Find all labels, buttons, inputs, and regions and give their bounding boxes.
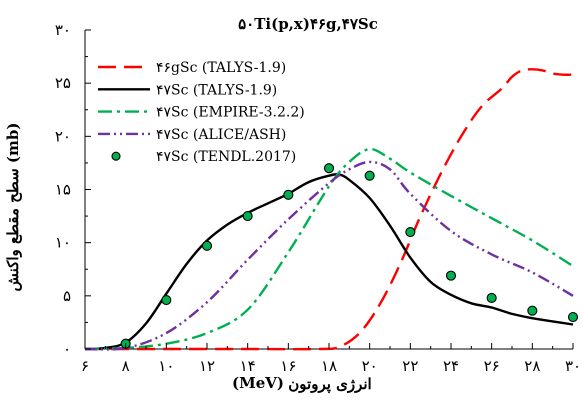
y-tick-label: ۳۰ bbox=[55, 21, 71, 39]
y-tick-label: ۱۵ bbox=[55, 181, 71, 199]
series-4-line bbox=[84, 160, 574, 351]
chart-title: ۵۰Ti(p,x)۴۶g,۴۷Sc bbox=[238, 15, 378, 33]
x-tick-label: ۲۶ bbox=[484, 357, 500, 375]
y-tick-label: ۱۰ bbox=[55, 234, 71, 252]
series-5-point bbox=[161, 295, 172, 306]
x-tick-label: ۲۴ bbox=[443, 357, 459, 375]
series-2-line bbox=[84, 173, 574, 351]
series-5-point bbox=[364, 170, 375, 181]
x-tick-label: ۸ bbox=[122, 357, 130, 375]
legend-swatch-5 bbox=[111, 151, 121, 161]
x-tick-label: ۶ bbox=[81, 357, 89, 375]
series-5-point bbox=[567, 312, 579, 323]
x-tick-label: ۲۸ bbox=[524, 357, 540, 375]
legend-label-4: ۴۷Sc (ALICE/ASH) bbox=[156, 127, 286, 143]
series-1-line bbox=[85, 68, 574, 351]
x-tick-label: ۲۲ bbox=[402, 357, 418, 375]
legend-label-3: ۴۷Sc (EMPIRE-3.2.2) bbox=[156, 105, 305, 121]
series-5-point bbox=[201, 240, 213, 251]
series-5-point bbox=[486, 292, 497, 304]
x-axis-title-persian: انرژی پروتون bbox=[288, 375, 371, 394]
legend-label-2: ۴۷Sc (TALYS-1.9) bbox=[156, 82, 277, 98]
series-5-point bbox=[323, 163, 335, 174]
legend-label-5: ۴۷Sc (TENDL.2017) bbox=[156, 149, 296, 165]
x-tick-label: ۱۰ bbox=[158, 357, 174, 375]
y-tick-label: ۲۵ bbox=[55, 74, 71, 92]
series-5-point bbox=[283, 189, 294, 200]
y-tick-label: ۵ bbox=[63, 287, 71, 305]
x-tick-label: ۱۴ bbox=[240, 357, 256, 375]
x-axis-title-unit: (MeV) bbox=[232, 374, 284, 392]
x-tick-label: ۱۲ bbox=[199, 357, 215, 375]
x-tick-label: ۱۸ bbox=[321, 357, 337, 375]
series-5-point bbox=[405, 226, 416, 238]
x-tick-label: ۲۰ bbox=[362, 357, 378, 375]
series-5-point bbox=[242, 211, 253, 222]
y-axis-title: سطح مقطع واکنش (mb) bbox=[4, 123, 22, 292]
series-5-point bbox=[527, 305, 538, 316]
y-tick-label: ۰ bbox=[63, 340, 71, 358]
series-5-point bbox=[445, 270, 457, 281]
x-tick-label: ۳۰ bbox=[565, 357, 581, 375]
series-3-line bbox=[84, 147, 574, 351]
x-tick-label: ۱۶ bbox=[280, 357, 296, 375]
y-tick-label: ۲۰ bbox=[55, 127, 71, 145]
legend-label-1: ۴۶gSc (TALYS-1.9) bbox=[156, 60, 286, 76]
